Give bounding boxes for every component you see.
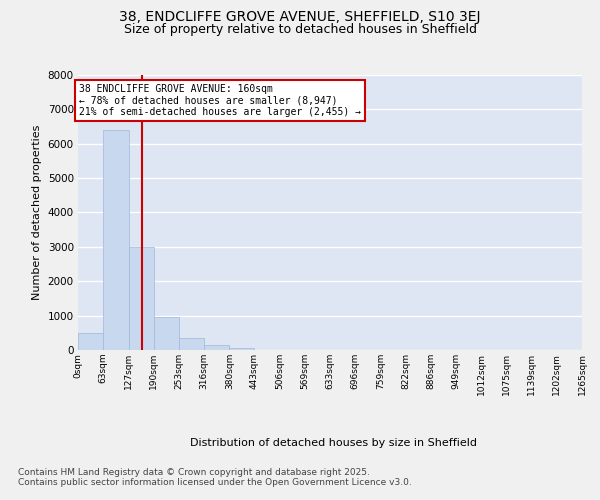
Text: Contains public sector information licensed under the Open Government Licence v3: Contains public sector information licen…: [18, 478, 412, 487]
Bar: [204, 345, 229, 350]
Text: Size of property relative to detached houses in Sheffield: Size of property relative to detached ho…: [124, 22, 476, 36]
Text: Contains HM Land Registry data © Crown copyright and database right 2025.: Contains HM Land Registry data © Crown c…: [18, 468, 370, 477]
Bar: [154, 318, 179, 350]
Bar: [128, 247, 154, 350]
Bar: [103, 130, 128, 350]
Text: 38 ENDCLIFFE GROVE AVENUE: 160sqm
← 78% of detached houses are smaller (8,947)
2: 38 ENDCLIFFE GROVE AVENUE: 160sqm ← 78% …: [79, 84, 361, 117]
Bar: [179, 338, 204, 350]
Text: Distribution of detached houses by size in Sheffield: Distribution of detached houses by size …: [190, 438, 476, 448]
Bar: [78, 333, 103, 350]
Bar: [229, 348, 254, 350]
Y-axis label: Number of detached properties: Number of detached properties: [32, 125, 42, 300]
Text: 38, ENDCLIFFE GROVE AVENUE, SHEFFIELD, S10 3EJ: 38, ENDCLIFFE GROVE AVENUE, SHEFFIELD, S…: [119, 10, 481, 24]
